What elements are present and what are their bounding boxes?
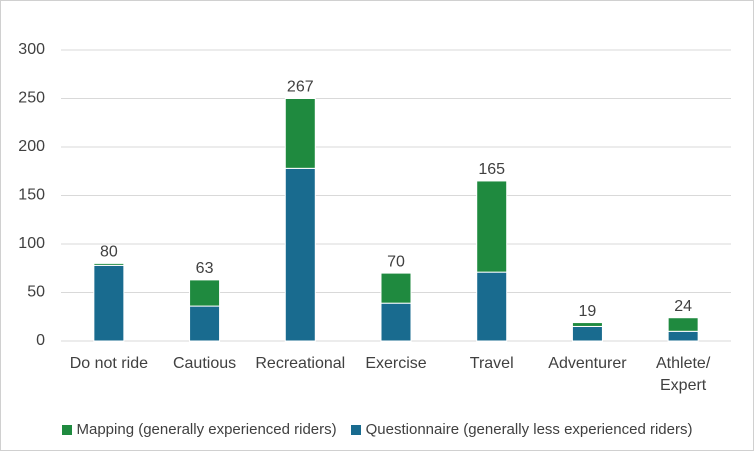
bar-segment <box>476 271 508 342</box>
legend-item: Questionnaire (generally less experience… <box>350 421 693 438</box>
bar-segment <box>93 262 125 266</box>
legend: Mapping (generally experienced riders) Qu… <box>1 421 753 438</box>
y-tick-label: 300 <box>18 41 45 58</box>
bar-segment <box>476 180 508 273</box>
legend-label: Questionnaire (generally less experience… <box>365 421 693 438</box>
x-tick-label: Do not ride <box>69 355 148 372</box>
x-tick-label: Cautious <box>172 355 237 372</box>
bar-segment <box>189 279 221 307</box>
y-tick-label: 150 <box>18 187 45 204</box>
total-label: 80 <box>100 244 118 261</box>
bar-segment <box>380 272 412 304</box>
legend-item: Mapping (generally experienced riders) <box>61 421 337 438</box>
bar-segment <box>284 167 316 342</box>
x-tick-label: Travel <box>469 355 514 372</box>
bar-segment <box>571 325 603 342</box>
total-label: 19 <box>579 303 597 320</box>
total-label: 267 <box>287 79 314 96</box>
bar-segment <box>667 330 699 342</box>
x-tick-label: Recreational <box>255 355 346 372</box>
bar-segment <box>667 317 699 332</box>
bar-segment <box>189 305 221 342</box>
total-label: 24 <box>674 298 692 315</box>
bar-segment <box>571 322 603 327</box>
legend-swatch <box>350 424 361 435</box>
y-tick-label: 100 <box>18 235 45 252</box>
x-tick-label: Athlete/ Expert <box>656 355 711 394</box>
x-tick-label: Adventurer <box>548 355 627 372</box>
y-tick-label: 250 <box>18 90 45 107</box>
y-tick-label: 50 <box>27 284 45 301</box>
legend-label: Mapping (generally experienced riders) <box>76 421 337 438</box>
y-tick-label: 200 <box>18 138 45 155</box>
y-tick-label: 0 <box>36 332 45 349</box>
total-label: 63 <box>196 260 214 277</box>
bar-segment <box>284 98 316 169</box>
legend-swatch <box>61 424 72 435</box>
total-label: 70 <box>387 253 405 270</box>
x-tick-label: Exercise <box>365 355 427 372</box>
bar-segment <box>380 302 412 342</box>
total-label: 165 <box>478 161 505 178</box>
bar-segment <box>93 264 125 342</box>
